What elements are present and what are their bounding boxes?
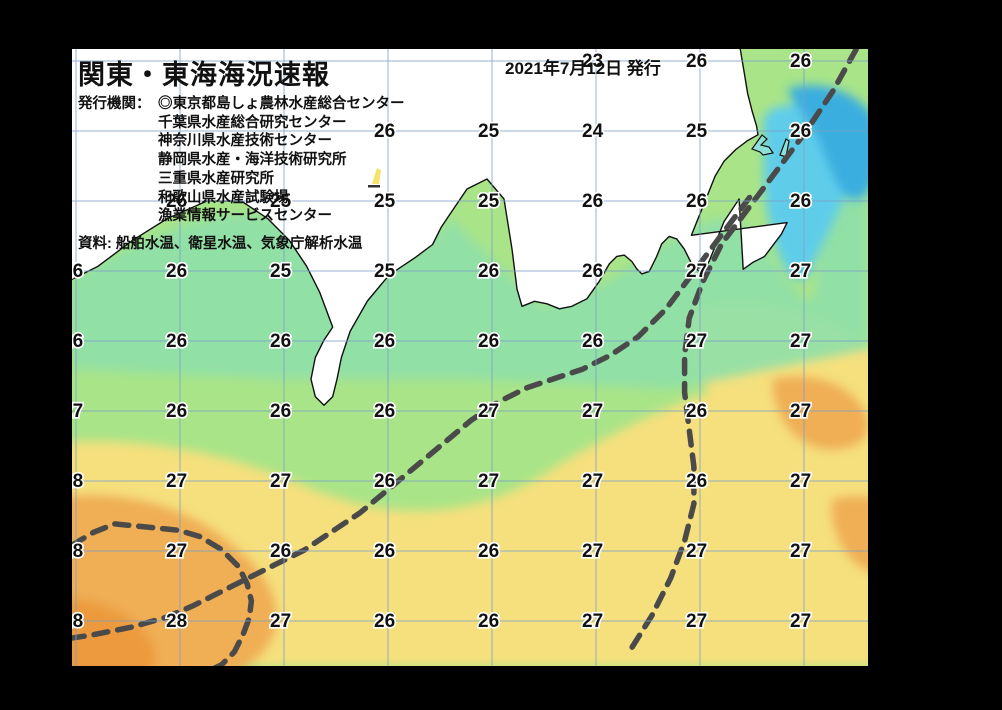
svg-text:26: 26 — [374, 611, 395, 632]
svg-text:28: 28 — [166, 611, 187, 632]
svg-text:26: 26 — [686, 51, 707, 72]
svg-text:27: 27 — [686, 611, 707, 632]
svg-text:28: 28 — [72, 611, 83, 632]
svg-text:26: 26 — [686, 191, 707, 212]
svg-text:27: 27 — [166, 541, 187, 562]
svg-text:26: 26 — [686, 471, 707, 492]
svg-text:27: 27 — [582, 401, 603, 422]
svg-text:26: 26 — [478, 261, 499, 282]
svg-text:25: 25 — [374, 261, 396, 282]
svg-text:26: 26 — [374, 471, 395, 492]
svg-text:27: 27 — [166, 471, 187, 492]
svg-text:26: 26 — [166, 261, 187, 282]
svg-text:27: 27 — [790, 611, 811, 632]
svg-text:26: 26 — [478, 331, 499, 352]
svg-text:28: 28 — [72, 471, 83, 492]
svg-text:26: 26 — [686, 401, 707, 422]
svg-text:27: 27 — [582, 611, 603, 632]
svg-text:26: 26 — [166, 331, 187, 352]
svg-text:26: 26 — [582, 191, 603, 212]
svg-text:27: 27 — [686, 331, 707, 352]
svg-text:27: 27 — [478, 471, 499, 492]
svg-text:27: 27 — [582, 541, 603, 562]
svg-text:26: 26 — [374, 541, 395, 562]
svg-text:27: 27 — [582, 471, 603, 492]
svg-text:26: 26 — [270, 401, 291, 422]
svg-text:27: 27 — [790, 471, 811, 492]
svg-text:26: 26 — [582, 261, 603, 282]
svg-text:26: 26 — [478, 541, 499, 562]
svg-text:26: 26 — [478, 611, 499, 632]
svg-text:26: 26 — [790, 51, 811, 72]
svg-text:27: 27 — [478, 401, 499, 422]
svg-text:27: 27 — [790, 331, 811, 352]
svg-text:26: 26 — [72, 261, 83, 282]
svg-text:27: 27 — [270, 611, 291, 632]
svg-text:27: 27 — [790, 401, 811, 422]
svg-text:26: 26 — [790, 191, 811, 212]
svg-text:26: 26 — [374, 331, 395, 352]
svg-text:27: 27 — [790, 261, 811, 282]
svg-text:25: 25 — [686, 121, 708, 142]
svg-text:25: 25 — [478, 191, 500, 212]
svg-text:26: 26 — [374, 401, 395, 422]
svg-text:26: 26 — [166, 401, 187, 422]
svg-text:27: 27 — [72, 401, 83, 422]
svg-text:27: 27 — [686, 261, 707, 282]
svg-text:28: 28 — [72, 541, 83, 562]
svg-text:27: 27 — [270, 471, 291, 492]
svg-text:24: 24 — [582, 121, 604, 142]
svg-text:26: 26 — [270, 541, 291, 562]
svg-text:27: 27 — [790, 541, 811, 562]
svg-text:26: 26 — [72, 331, 83, 352]
svg-text:26: 26 — [582, 331, 603, 352]
svg-text:27: 27 — [686, 541, 707, 562]
svg-text:26: 26 — [790, 121, 811, 142]
svg-text:26: 26 — [270, 331, 291, 352]
svg-text:25: 25 — [478, 121, 500, 142]
svg-text:25: 25 — [270, 261, 292, 282]
